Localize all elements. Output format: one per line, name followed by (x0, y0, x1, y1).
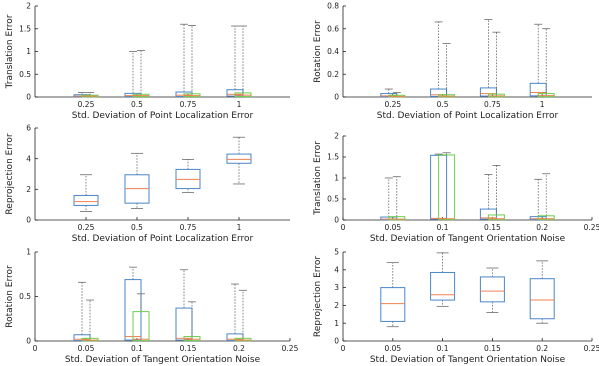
box-blue (226, 153, 252, 164)
x-axis-label: Std. Deviation of Tangent Orientation No… (370, 234, 566, 244)
x-tick-label: 0.5 (131, 223, 143, 232)
box-green (438, 154, 456, 221)
y-axis-label: Rotation Error (5, 265, 15, 328)
x-tick-label: 0.15 (180, 344, 197, 353)
y-tick-label: 1.5 (19, 24, 31, 33)
x-tick-label: 0.1 (437, 223, 449, 232)
y-tick-label: 0 (26, 93, 31, 102)
x-tick-label: 0.05 (384, 344, 401, 353)
x-tick-label: 0 (33, 344, 38, 353)
chart-panel-1: 0 0.5 1 1.5 2 0.25 0.5 0.75 1 Std. Deviation of P… (5, 2, 290, 121)
y-tick-label: 0.5 (19, 70, 31, 79)
y-tick-label: 2 (26, 185, 31, 194)
x-tick-label: 0.75 (484, 100, 501, 109)
x-tick-label: 0.25 (384, 100, 401, 109)
y-tick-label: 2 (334, 301, 339, 310)
box-green (487, 214, 505, 221)
y-tick-label: 0.8 (327, 2, 339, 11)
y-tick-label: 5 (334, 248, 339, 257)
y-tick-label: 1 (26, 47, 31, 56)
box-blue (380, 287, 406, 322)
x-tick-label: 0.75 (180, 100, 197, 109)
x-tick-label: 0.5 (437, 100, 449, 109)
y-tick-label: 6 (26, 124, 31, 133)
y-tick-label: 0 (334, 93, 339, 102)
y-axis-label: Translation Error (5, 14, 15, 89)
x-tick-label: 1 (540, 100, 545, 109)
chart-panel-4: 0 0.5 1 1.5 2 0 0.05 0.1 0.15 0.2 0.25 Std. Deviati… (313, 132, 599, 244)
x-tick-label: 0.2 (536, 223, 548, 232)
x-tick-label: 0.2 (233, 344, 245, 353)
y-tick-label: 0 (26, 216, 31, 225)
x-tick-label: 0.25 (282, 344, 299, 353)
chart-panel-5: 0 0.5 1 0 0.05 0.1 0.15 0.2 0.25 Std. Deviation o… (5, 248, 299, 365)
x-tick-label: 0.25 (584, 223, 599, 232)
box-green (388, 216, 406, 221)
y-tick-label: 0.5 (327, 195, 339, 204)
box-blue (479, 276, 505, 303)
box-green (132, 311, 150, 342)
box-green (81, 337, 99, 342)
box-blue (529, 278, 555, 320)
box-green (537, 215, 555, 221)
x-tick-label: 0.1 (131, 344, 143, 353)
y-tick-label: 0 (26, 337, 31, 346)
y-tick-label: 1.5 (327, 153, 339, 162)
box-blue (175, 307, 193, 341)
box-blue (430, 271, 456, 301)
chart-panel-3: 0 2 4 6 0.25 0.5 0.75 1 Std. Deviation of Point … (5, 124, 290, 244)
y-axis-label: Reprojection Error (5, 133, 15, 214)
x-axis-label: Std. Deviation of Tangent Orientation No… (370, 355, 566, 365)
y-tick-label: 0 (334, 216, 339, 225)
x-tick-label: 0.15 (484, 344, 501, 353)
y-axis-label: Translation Error (313, 141, 323, 216)
x-tick-label: 0.05 (78, 344, 95, 353)
x-tick-label: 1 (237, 223, 242, 232)
x-tick-label: 0.2 (536, 344, 548, 353)
x-tick-label: 0.1 (437, 344, 449, 353)
y-axis-label: Rotation Error (313, 20, 323, 83)
x-tick-label: 0.75 (180, 223, 197, 232)
y-tick-label: 4 (334, 265, 339, 274)
x-axis-label: Std. Deviation of Point Localization Err… (377, 111, 559, 121)
chart-panel-2: 0 0.2 0.4 0.6 0.8 0.25 0.5 0.75 1 Std. Deviation … (313, 2, 592, 121)
x-tick-label: 1 (237, 100, 242, 109)
box-green (234, 337, 252, 342)
y-tick-label: 0.2 (327, 70, 339, 79)
x-tick-label: 0.15 (484, 223, 501, 232)
y-tick-label: 3 (334, 283, 339, 292)
x-tick-label: 0.25 (78, 100, 95, 109)
x-tick-label: 0 (341, 223, 346, 232)
x-axis-label: Std. Deviation of Tangent Orientation No… (65, 355, 261, 365)
y-tick-label: 1 (334, 319, 339, 328)
box-green (183, 336, 201, 342)
y-tick-label: 1 (26, 248, 31, 257)
chart-panel-6: 0 1 2 3 4 5 0 0.05 0.1 0.15 0.2 0.25 Std. Deviation … (313, 248, 599, 365)
x-tick-label: 0.5 (131, 100, 143, 109)
x-tick-label: 0.25 (584, 344, 599, 353)
x-tick-label: 0 (341, 344, 346, 353)
y-tick-label: 0 (334, 337, 339, 346)
x-axis-label: Std. Deviation of Point Localization Err… (72, 111, 254, 121)
x-axis-label: Std. Deviation of Point Localization Err… (72, 234, 254, 244)
y-tick-label: 0.5 (19, 292, 31, 301)
y-tick-label: 4 (26, 154, 31, 163)
box-blue (73, 194, 99, 206)
x-tick-label: 0.05 (384, 223, 401, 232)
x-tick-label: 0.25 (78, 223, 95, 232)
y-tick-label: 0.6 (327, 24, 339, 33)
y-tick-label: 0.4 (327, 47, 339, 56)
y-tick-label: 2 (26, 2, 31, 11)
y-axis-label: Reprojection Error (313, 256, 323, 337)
y-tick-label: 2 (334, 132, 339, 141)
y-tick-label: 1 (334, 174, 339, 183)
box-green (537, 93, 555, 98)
